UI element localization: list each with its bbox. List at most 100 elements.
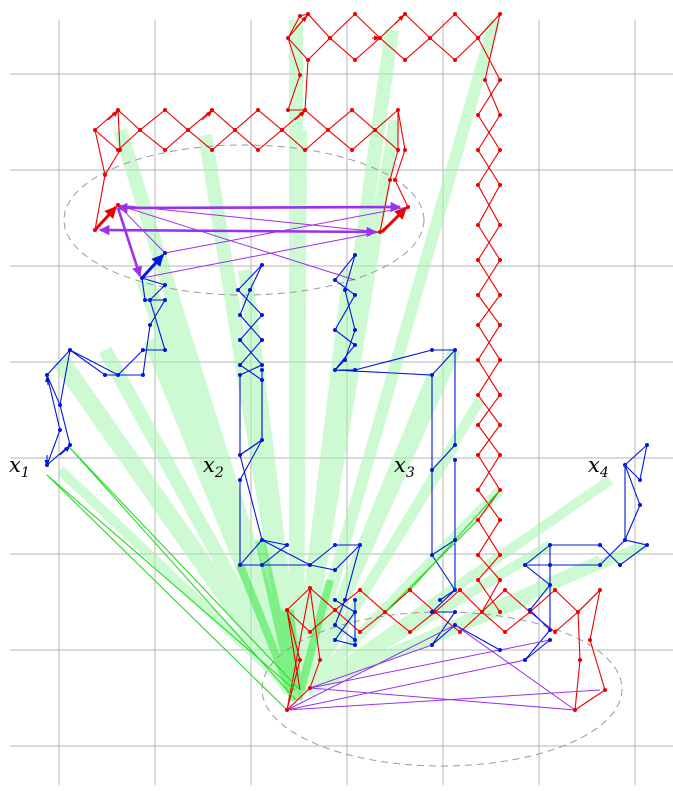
vertex-dot	[285, 608, 289, 612]
vertex-dot	[588, 638, 592, 642]
vertex-dot	[353, 610, 357, 614]
vertex-dot	[326, 128, 330, 132]
vertex-dot	[163, 148, 167, 152]
vertex-dot	[476, 293, 480, 297]
vertex-dot	[353, 598, 357, 602]
vertex-dot	[260, 538, 264, 542]
vertex-dot	[498, 78, 502, 82]
vertex-dot	[280, 128, 284, 132]
vertex-dot	[408, 630, 412, 634]
vertex-dot	[141, 348, 145, 352]
vertex-dot	[498, 258, 502, 262]
vertex-dot	[318, 658, 322, 662]
vertex-dot	[285, 543, 289, 547]
vertex-dot	[298, 658, 302, 662]
vertex-dot	[528, 608, 532, 612]
vertex-dot	[238, 338, 242, 342]
vertex-dot	[286, 108, 290, 112]
vertex-dot	[143, 298, 147, 302]
vertex-dot	[238, 313, 242, 317]
vertex-dot	[378, 230, 382, 234]
vertex-dot	[645, 443, 649, 447]
vertex-dot	[498, 453, 502, 457]
label-x4: x4	[588, 453, 609, 481]
vertex-dot	[523, 658, 527, 662]
vertex-dot	[256, 148, 260, 152]
vertex-dot	[163, 251, 167, 255]
vertex-dot	[285, 708, 289, 712]
vertex-dot	[248, 288, 252, 292]
vertex-dot	[343, 358, 347, 362]
vertex-dot	[548, 628, 552, 632]
vertex-dot	[453, 610, 457, 614]
vertex-dot	[396, 108, 400, 112]
vertex-dot	[498, 518, 502, 522]
vertex-dot	[403, 12, 407, 16]
vertex-dot	[393, 178, 397, 182]
vertex-dot	[298, 14, 302, 18]
vertex-dot	[498, 223, 502, 227]
vertex-dot	[210, 148, 214, 152]
vertex-dot	[433, 610, 437, 614]
vertex-dot	[498, 648, 502, 652]
vertex-dot	[116, 108, 120, 112]
vertex-dot	[430, 468, 434, 472]
vertex-dot	[333, 568, 337, 572]
vertex-dot	[45, 463, 49, 467]
vertex-dot	[260, 313, 264, 317]
vertex-dot	[503, 588, 507, 592]
vertex-dot	[498, 578, 502, 582]
vertex-dot	[523, 563, 527, 567]
vertex-dot	[116, 203, 120, 207]
vertex-dot	[476, 488, 480, 492]
vertex-dot	[308, 586, 312, 590]
vertex-dot	[476, 553, 480, 557]
vertex-dot	[378, 36, 382, 40]
vertex-dot	[403, 58, 407, 62]
vertex-dot	[306, 12, 310, 16]
vertex-dot	[498, 358, 502, 362]
vertex-dot	[483, 78, 487, 82]
vertex-dot	[573, 708, 577, 712]
vertex-dot	[343, 598, 347, 602]
vertex-dot	[453, 588, 457, 592]
vertex-dot	[103, 173, 107, 177]
vertex-dot	[476, 223, 480, 227]
label-x1: x1	[9, 453, 30, 481]
vertex-dot	[333, 278, 337, 282]
vertex-dot	[498, 323, 502, 327]
vertex-dot	[476, 453, 480, 457]
vertex-dot	[476, 183, 480, 187]
vertex-dot	[396, 148, 400, 152]
vertex-dot	[548, 563, 552, 567]
vertex-dot	[333, 543, 337, 547]
vertex-dot	[403, 148, 407, 152]
vertex-dot	[476, 36, 480, 40]
vertex-dot	[498, 423, 502, 427]
vertex-dot	[498, 12, 502, 16]
vertex-dot	[238, 478, 242, 482]
vertex-dot	[333, 608, 337, 612]
vertex-dot	[260, 378, 264, 382]
vertex-dot	[303, 108, 307, 112]
vertex-dot	[598, 588, 602, 592]
vertex-dot	[476, 358, 480, 362]
vertex-dot	[260, 438, 264, 442]
vertex-dot	[353, 643, 357, 647]
vertex-dot	[548, 638, 552, 642]
vertex-dot	[430, 348, 434, 352]
vertex-dot	[256, 108, 260, 112]
vertex-dot	[353, 253, 357, 257]
label-x2: x2	[203, 453, 224, 481]
vertex-dot	[58, 428, 62, 432]
vertex-dot	[333, 598, 337, 602]
vertex-dot	[260, 368, 264, 372]
vertex-dot	[406, 205, 410, 209]
vertex-dot	[343, 288, 347, 292]
vertex-dot	[476, 148, 480, 152]
vertex-dot	[498, 610, 502, 614]
vertex-dot	[598, 543, 602, 547]
vertex-dot	[623, 463, 627, 467]
vertex-dot	[476, 323, 480, 327]
